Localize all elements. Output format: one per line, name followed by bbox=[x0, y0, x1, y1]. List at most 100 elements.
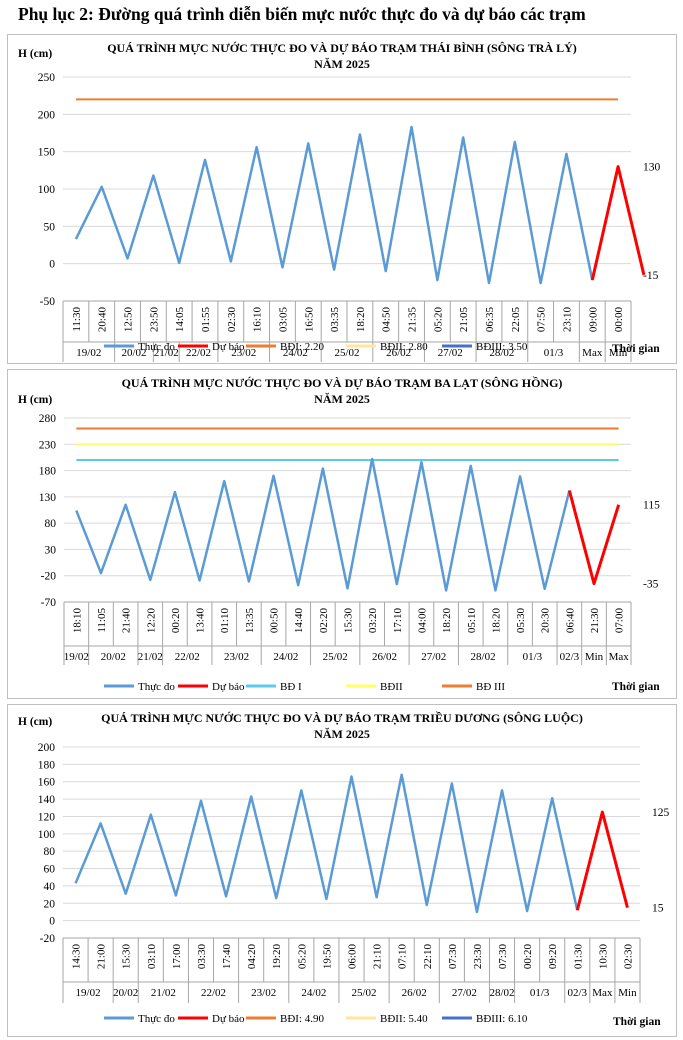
observed-series-line bbox=[74, 125, 594, 285]
x-tick-label: 05:10 bbox=[466, 608, 478, 634]
x-tick-label: 02:30 bbox=[622, 944, 634, 970]
legend-label: Dự báo bbox=[212, 1013, 245, 1025]
x-tick-label: 04:00 bbox=[416, 608, 428, 634]
x-tick-label: 07:00 bbox=[614, 608, 626, 634]
x-tick-label: 04:50 bbox=[381, 307, 393, 333]
legend-label: BĐI: 2.20 bbox=[280, 341, 325, 353]
y-tick-label: 120 bbox=[38, 811, 56, 823]
y-tick-label: 60 bbox=[44, 864, 56, 876]
x-tick-label: 21:05 bbox=[458, 307, 470, 333]
forecast-data-label: 130 bbox=[643, 162, 661, 174]
y-tick-label: 230 bbox=[39, 439, 57, 451]
y-tick-label: 130 bbox=[39, 492, 57, 504]
x-tick-label: 03:10 bbox=[146, 944, 158, 970]
date-label: 22/02 bbox=[201, 987, 226, 999]
date-label: 02/3 bbox=[568, 987, 588, 999]
date-label: 25/02 bbox=[352, 987, 377, 999]
y-tick-label: 0 bbox=[49, 259, 55, 271]
y-tick-label: 200 bbox=[38, 742, 56, 754]
chart-trieu-duong-svg: QUÁ TRÌNH MỰC NƯỚC THỰC ĐO VÀ DỰ BÁO TRẠ… bbox=[18, 710, 670, 1028]
x-tick-label: 01:10 bbox=[219, 608, 231, 634]
x-tick-label: 07:30 bbox=[447, 944, 459, 970]
chart-subtitle: NĂM 2025 bbox=[314, 727, 370, 741]
chart-thai-binh-svg: QUÁ TRÌNH MỰC NƯỚC THỰC ĐO VÀ DỰ BÁO TRẠ… bbox=[18, 41, 661, 362]
observed-series-line bbox=[74, 773, 579, 914]
date-label: 24/02 bbox=[283, 347, 308, 359]
date-label: 28/02 bbox=[489, 987, 514, 999]
chart-title: QUÁ TRÌNH MỰC NƯỚC THỰC ĐO VÀ DỰ BÁO TRẠ… bbox=[101, 710, 583, 725]
x-tick-label: 21:10 bbox=[372, 944, 384, 970]
x-tick-label: 21:40 bbox=[121, 608, 133, 634]
y-tick-label: 180 bbox=[39, 466, 57, 478]
x-tick-label: 20:40 bbox=[97, 307, 109, 333]
x-tick-label: 06:35 bbox=[484, 307, 496, 333]
x-tick-label: 21:00 bbox=[96, 944, 108, 970]
y-tick-label: 180 bbox=[38, 759, 56, 771]
forecast-series-line bbox=[575, 810, 629, 911]
x-tick-label: 12:50 bbox=[123, 307, 135, 333]
forecast-data-label: 15 bbox=[652, 903, 664, 915]
date-label: 01/3 bbox=[530, 987, 550, 999]
date-label: 24/02 bbox=[273, 651, 298, 663]
x-tick-label: 02:20 bbox=[318, 608, 330, 634]
legend-label: Dự báo bbox=[212, 681, 245, 693]
x-tick-label: 12:20 bbox=[145, 608, 157, 634]
x-tick-label: 04:20 bbox=[246, 944, 258, 970]
x-tick-label: 16:50 bbox=[303, 307, 315, 333]
y-tick-label: 80 bbox=[45, 518, 57, 530]
x-tick-label: 03:05 bbox=[277, 307, 289, 333]
chart-ba-lat-svg: QUÁ TRÌNH MỰC NƯỚC THỰC ĐO VÀ DỰ BÁO TRẠ… bbox=[18, 375, 660, 693]
x-tick-label: 11:30 bbox=[71, 307, 83, 332]
legend-label: BĐ I bbox=[280, 681, 302, 693]
date-label: 23/02 bbox=[224, 651, 249, 663]
chart-title: QUÁ TRÌNH MỰC NƯỚC THỰC ĐO VÀ DỰ BÁO TRẠ… bbox=[107, 41, 577, 55]
date-label: 22/02 bbox=[175, 651, 200, 663]
x-axis-label: Thời gian bbox=[612, 343, 660, 355]
x-tick-label: 16:10 bbox=[252, 307, 264, 333]
date-label: 26/02 bbox=[402, 987, 427, 999]
chart-subtitle: NĂM 2025 bbox=[314, 392, 370, 406]
x-tick-label: 17:40 bbox=[221, 944, 233, 970]
x-tick-label: 10:30 bbox=[597, 944, 609, 970]
x-tick-label: 00:20 bbox=[522, 944, 534, 970]
y-tick-label: 160 bbox=[38, 777, 56, 789]
date-label: 02/3 bbox=[560, 651, 580, 663]
x-tick-label: 06:00 bbox=[347, 944, 359, 970]
x-tick-label: 18:20 bbox=[490, 608, 502, 634]
page-title: Phụ lục 2: Đường quá trình diễn biến mực… bbox=[18, 4, 586, 24]
date-label: 21/02 bbox=[138, 651, 163, 663]
forecast-data-label: 125 bbox=[652, 807, 670, 819]
date-label: 20/02 bbox=[121, 347, 146, 359]
x-tick-label: 07:10 bbox=[397, 944, 409, 970]
date-label: 19/02 bbox=[76, 987, 101, 999]
chart-subtitle: NĂM 2025 bbox=[314, 57, 370, 71]
x-axis-label: Thời gian bbox=[612, 681, 660, 693]
date-label: 27/02 bbox=[438, 347, 463, 359]
y-tick-label: -20 bbox=[40, 933, 56, 945]
chart-thai-binh: QUÁ TRÌNH MỰC NƯỚC THỰC ĐO VÀ DỰ BÁO TRẠ… bbox=[7, 34, 677, 364]
x-tick-label: 05:30 bbox=[515, 608, 527, 634]
legend-label: BĐII: 2.80 bbox=[380, 341, 428, 353]
x-tick-label: 14:40 bbox=[293, 608, 305, 634]
y-tick-label: 280 bbox=[39, 413, 57, 425]
date-label: 27/02 bbox=[452, 987, 477, 999]
y-tick-label: 100 bbox=[38, 829, 56, 841]
x-tick-label: 18:20 bbox=[355, 307, 367, 333]
y-axis-label: H (cm) bbox=[18, 394, 52, 406]
x-tick-label: 15:30 bbox=[121, 944, 133, 970]
forecast-series-line bbox=[590, 165, 646, 281]
date-label: 21/02 bbox=[151, 987, 176, 999]
date-label: Max bbox=[582, 347, 603, 359]
legend-label: BĐII: 5.40 bbox=[380, 1013, 428, 1025]
y-tick-label: 30 bbox=[45, 544, 57, 556]
legend-label: Thực đo bbox=[138, 1013, 175, 1025]
chart-trieu-duong: QUÁ TRÌNH MỰC NƯỚC THỰC ĐO VÀ DỰ BÁO TRẠ… bbox=[7, 704, 677, 1037]
date-label: 27/02 bbox=[421, 651, 446, 663]
y-tick-label: 250 bbox=[38, 72, 56, 84]
x-tick-label: 13:40 bbox=[195, 608, 207, 634]
x-tick-label: 09:00 bbox=[587, 307, 599, 333]
date-label: 25/02 bbox=[323, 651, 348, 663]
observed-series-line bbox=[75, 457, 571, 592]
x-tick-label: 13:35 bbox=[244, 608, 256, 634]
legend-label: BĐIII: 6.10 bbox=[476, 1013, 528, 1025]
